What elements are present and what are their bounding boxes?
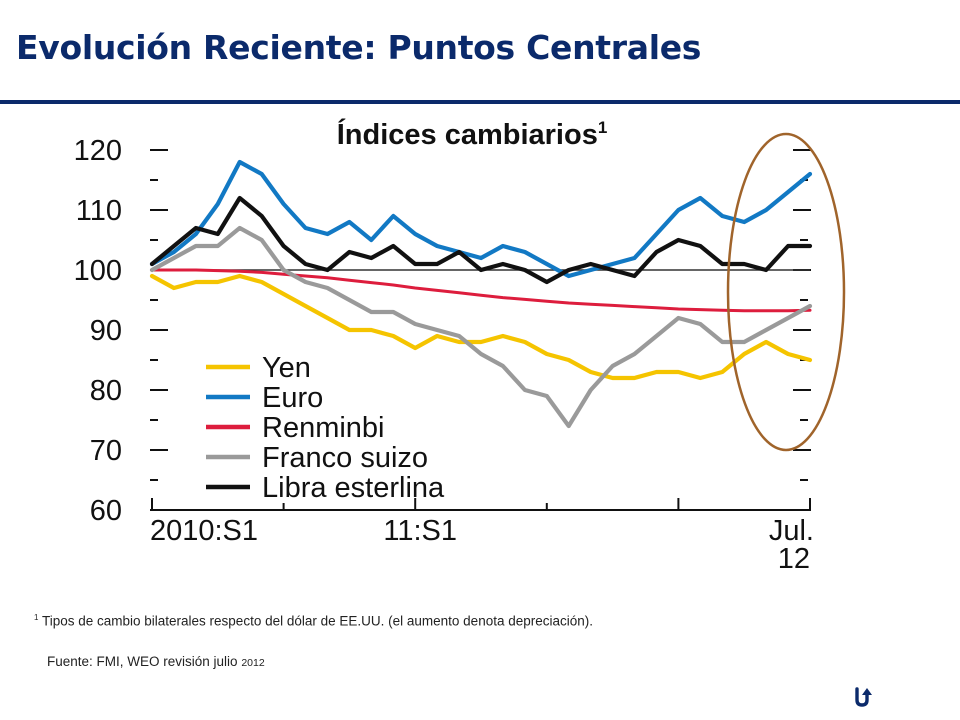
chart-title: Índices cambiarios1 bbox=[337, 117, 608, 151]
series-line-euro bbox=[149, 159, 813, 279]
source-text: Fuente: FMI, WEO revisión julio bbox=[47, 654, 242, 669]
y-tick-label: 90 bbox=[90, 315, 122, 347]
title-divider bbox=[0, 100, 960, 104]
legend-label: Renminbi bbox=[262, 412, 385, 444]
source-year: 2012 bbox=[241, 657, 265, 669]
y-tick-label: 60 bbox=[90, 495, 122, 527]
x-tick-sublabel: 12 bbox=[778, 543, 810, 575]
exchange-rate-chart: Índices cambiarios1 60 70 80 90 100 110 120 201… bbox=[74, 117, 846, 575]
x-tick-label: 11:S1 bbox=[383, 515, 457, 547]
slide-title: Evolución Reciente: Puntos Centrales bbox=[16, 28, 702, 67]
x-tick-label: 2010:S1 bbox=[150, 515, 258, 547]
y-tick-label: 80 bbox=[90, 375, 122, 407]
series-line-yen bbox=[149, 273, 813, 381]
series-line-renminbi bbox=[150, 268, 812, 313]
footnote-marker: 1 bbox=[34, 613, 39, 622]
highlight-ellipse bbox=[726, 132, 846, 452]
series-line-franco-suizo bbox=[149, 225, 813, 429]
y-tick-label: 110 bbox=[76, 195, 122, 227]
y-tick-label: 120 bbox=[74, 135, 122, 167]
footnote-text: Tipos de cambio bilaterales respecto del… bbox=[38, 613, 594, 629]
footnote: 1 Tipos de cambio bilaterales respecto d… bbox=[34, 613, 593, 629]
x-tick-label: Jul. bbox=[769, 515, 814, 547]
legend-label: Euro bbox=[262, 382, 323, 414]
chart-title-footnote: 1 bbox=[598, 118, 607, 137]
legend-label: Franco suizo bbox=[262, 442, 428, 474]
legend-label: Libra esterlina bbox=[262, 472, 445, 504]
legend-label: Yen bbox=[262, 352, 311, 384]
y-tick-label: 100 bbox=[74, 255, 122, 287]
y-tick-label: 70 bbox=[90, 435, 122, 467]
return-arrow-icon[interactable] bbox=[852, 684, 876, 708]
series-line-libra-esterlina bbox=[149, 195, 813, 285]
source-note: Fuente: FMI, WEO revisión julio 2012 bbox=[47, 654, 265, 669]
